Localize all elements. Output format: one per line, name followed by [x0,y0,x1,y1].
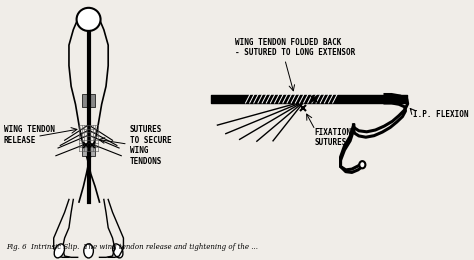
Text: FIXATION
SUTURES: FIXATION SUTURES [314,128,351,147]
Text: Fig. 6  Intrinsic Slip.  The wing tendon release and tightening of the ...: Fig. 6 Intrinsic Slip. The wing tendon r… [6,243,258,251]
Ellipse shape [84,244,93,258]
Text: WING TENDON
RELEASE: WING TENDON RELEASE [4,125,55,145]
Text: I.P. FLEXION: I.P. FLEXION [413,110,469,119]
Ellipse shape [359,161,365,168]
Text: SUTURES
TO SECURE
WING
TENDONS: SUTURES TO SECURE WING TENDONS [130,125,172,166]
Bar [82,145,95,156]
Bar [82,94,95,107]
Ellipse shape [113,244,123,258]
Text: WING TENDON FOLDED BACK
- SUTURED TO LONG EXTENSOR: WING TENDON FOLDED BACK - SUTURED TO LON… [235,38,355,57]
Ellipse shape [77,8,100,31]
Ellipse shape [54,244,64,258]
